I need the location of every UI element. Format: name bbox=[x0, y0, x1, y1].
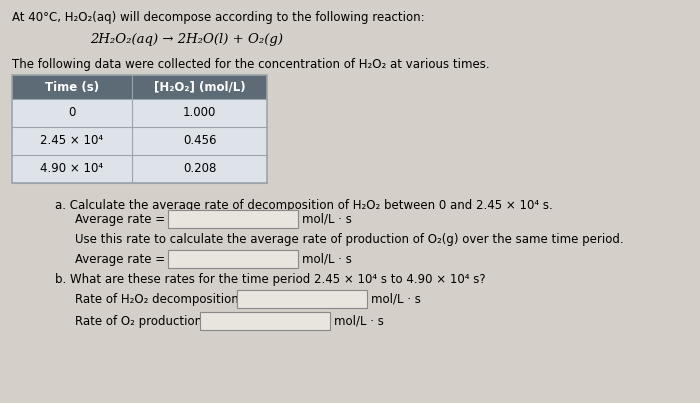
Text: 2H₂O₂(aq) → 2H₂O(l) + O₂(g): 2H₂O₂(aq) → 2H₂O(l) + O₂(g) bbox=[90, 33, 283, 46]
FancyBboxPatch shape bbox=[12, 127, 267, 155]
Text: [H₂O₂] (mol/L): [H₂O₂] (mol/L) bbox=[154, 81, 245, 93]
FancyBboxPatch shape bbox=[12, 99, 267, 127]
FancyBboxPatch shape bbox=[168, 250, 298, 268]
Text: Time (s): Time (s) bbox=[45, 81, 99, 93]
Text: 0: 0 bbox=[69, 106, 76, 120]
Text: Average rate =: Average rate = bbox=[75, 212, 165, 226]
Text: mol/L · s: mol/L · s bbox=[334, 314, 384, 328]
Text: 0.456: 0.456 bbox=[183, 135, 216, 147]
Text: Average rate =: Average rate = bbox=[75, 253, 165, 266]
Bar bbox=[12, 75, 267, 183]
FancyBboxPatch shape bbox=[12, 155, 267, 183]
Text: mol/L · s: mol/L · s bbox=[371, 293, 421, 305]
Text: 1.000: 1.000 bbox=[183, 106, 216, 120]
Text: mol/L · s: mol/L · s bbox=[302, 253, 352, 266]
FancyBboxPatch shape bbox=[237, 290, 367, 308]
FancyBboxPatch shape bbox=[200, 312, 330, 330]
Text: mol/L · s: mol/L · s bbox=[302, 212, 352, 226]
Text: 2.45 × 10⁴: 2.45 × 10⁴ bbox=[41, 135, 104, 147]
FancyBboxPatch shape bbox=[12, 75, 267, 99]
Text: Rate of H₂O₂ decomposition =: Rate of H₂O₂ decomposition = bbox=[75, 293, 253, 305]
Text: a. Calculate the average rate of decomposition of H₂O₂ between 0 and 2.45 × 10⁴ : a. Calculate the average rate of decompo… bbox=[55, 199, 553, 212]
Text: 4.90 × 10⁴: 4.90 × 10⁴ bbox=[41, 162, 104, 175]
Text: Use this rate to calculate the average rate of production of O₂(g) over the same: Use this rate to calculate the average r… bbox=[75, 233, 624, 245]
FancyBboxPatch shape bbox=[168, 210, 298, 228]
Text: At 40°C, H₂O₂(aq) will decompose according to the following reaction:: At 40°C, H₂O₂(aq) will decompose accordi… bbox=[12, 11, 425, 24]
Text: Rate of O₂ production =: Rate of O₂ production = bbox=[75, 314, 216, 328]
Text: b. What are these rates for the time period 2.45 × 10⁴ s to 4.90 × 10⁴ s?: b. What are these rates for the time per… bbox=[55, 272, 486, 285]
Text: The following data were collected for the concentration of H₂O₂ at various times: The following data were collected for th… bbox=[12, 58, 489, 71]
Text: 0.208: 0.208 bbox=[183, 162, 216, 175]
